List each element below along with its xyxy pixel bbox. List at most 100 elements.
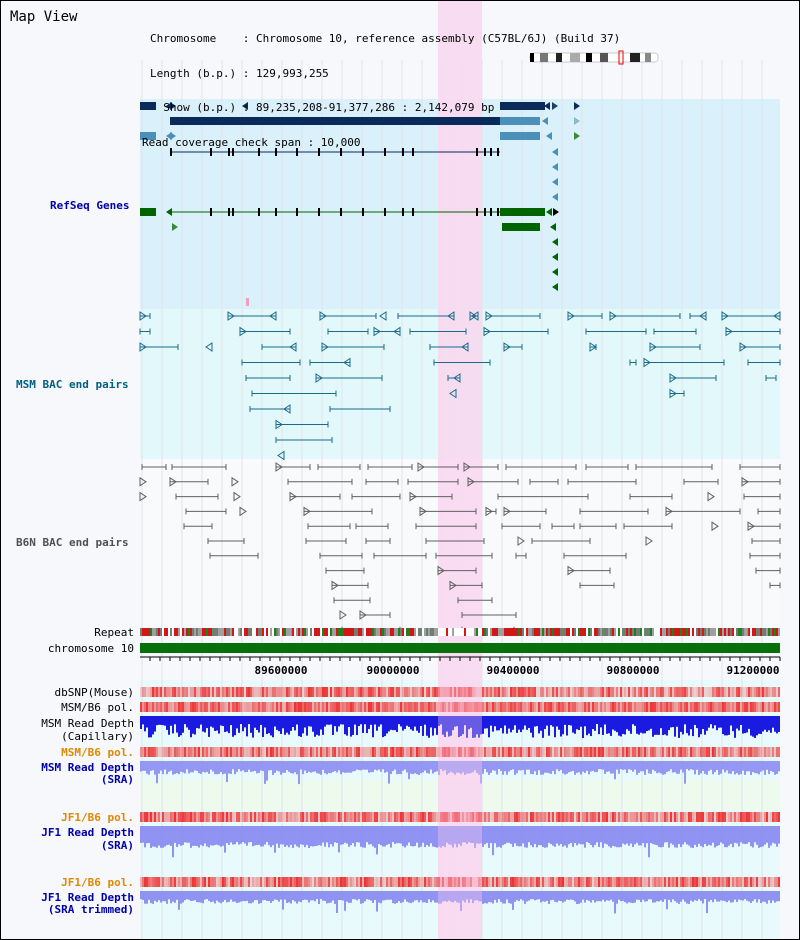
msm-depth-capillary-bar: [478, 716, 480, 738]
msm-pol-bar: [224, 702, 226, 712]
jf1-depth-bar: [768, 826, 770, 848]
jf1-pol2-bar: [708, 877, 710, 887]
msm-depth-sra-bar: [480, 761, 482, 784]
jf1-depth-bar: [560, 826, 562, 845]
jf1-pol-bar: [256, 812, 258, 822]
track-label-msm-pol-2[interactable]: MSM/B6 pol.: [61, 746, 134, 759]
jf1-pol-bar: [670, 812, 672, 822]
msm-depth-capillary-bar: [746, 716, 748, 733]
msm-depth-capillary-bar: [482, 716, 484, 734]
bac-end-marker: [463, 462, 471, 472]
jf1-pol-bar: [430, 812, 432, 822]
repeat-element: [522, 628, 524, 636]
track-label-b6n-bac[interactable]: B6N BAC end pairs: [16, 536, 129, 549]
repeat-element: [624, 628, 626, 636]
msm-pol-bar: [562, 702, 564, 712]
jf1-depth-trimmed-bar: [630, 891, 632, 903]
jf1-depth-bar: [426, 826, 428, 845]
dbsnp-bar: [280, 687, 282, 697]
msm-pol-bar: [280, 702, 282, 712]
msm-pol-bar: [300, 702, 302, 712]
jf1-depth-bar: [298, 826, 300, 848]
track-label-repeat[interactable]: Repeat: [94, 626, 134, 639]
bac-end-marker: [669, 388, 677, 399]
track-label-refseq[interactable]: RefSeq Genes: [50, 199, 130, 212]
jf1-pol2-bar: [744, 877, 746, 887]
jf1-pol2-bar: [736, 877, 738, 887]
msm-pol-bar: [500, 702, 502, 712]
dbsnp-bar: [344, 687, 346, 697]
dbsnp-bar: [452, 687, 454, 697]
bac-end-marker: [289, 491, 297, 502]
jf1-pol-bar: [778, 812, 780, 822]
jf1-depth-bar: [194, 826, 196, 846]
msm-depth-capillary-bar: [396, 716, 398, 732]
msm-depth-sra-bar: [588, 761, 590, 775]
chromosome-info: Chromosome : Chromosome 10, reference as…: [150, 32, 621, 45]
repeat-element: [514, 628, 516, 636]
track-label-jf1-pol[interactable]: JF1/B6 pol.: [61, 811, 134, 824]
jf1-pol2-bar: [170, 877, 172, 887]
jf1-pol-bar: [626, 812, 628, 822]
track-label-msm-depth-sra[interactable]: MSM Read Depth: [41, 761, 134, 774]
track-label-dbsnp[interactable]: dbSNP(Mouse): [54, 686, 134, 699]
msm-pol2-bar: [494, 747, 496, 757]
track-label-jf1-depth-trimmed[interactable]: JF1 Read Depth: [41, 891, 134, 904]
jf1-depth-trimmed-bar: [492, 891, 494, 904]
jf1-pol2-bar: [418, 877, 420, 887]
msm-pol2-bar: [194, 747, 196, 757]
jf1-depth-trimmed-bar: [386, 891, 388, 900]
msm-pol2-bar: [484, 747, 486, 757]
jf1-depth-trimmed-bar: [302, 891, 304, 901]
track-label-msm-pol[interactable]: MSM/B6 pol.: [61, 701, 134, 714]
repeat-element: [320, 628, 322, 636]
jf1-pol2-bar: [684, 877, 686, 887]
msm-pol2-bar: [394, 747, 396, 757]
jf1-depth-trimmed-bar: [158, 891, 160, 901]
msm-pol-bar: [350, 702, 352, 712]
dbsnp-bar: [492, 687, 494, 697]
msm-pol-bar: [560, 702, 562, 712]
track-label-msm-bac[interactable]: MSM BAC end pairs: [16, 378, 129, 391]
dbsnp-bar: [498, 687, 500, 697]
repeat-element: [536, 628, 538, 636]
track-label-jf1-depth[interactable]: JF1 Read Depth: [41, 826, 134, 839]
jf1-depth-trimmed-bar: [374, 891, 376, 901]
jf1-depth-trimmed-bar: [702, 891, 704, 904]
track-label-msm-depth-capillary[interactable]: MSM Read Depth: [41, 717, 134, 730]
repeat-element: [508, 628, 510, 636]
msm-pol-bar: [214, 702, 216, 712]
jf1-depth-bar: [754, 826, 756, 843]
msm-depth-sra-bar: [536, 761, 538, 775]
msm-depth-capillary-bar: [248, 716, 250, 725]
jf1-depth-bar: [482, 826, 484, 847]
jf1-pol2-bar: [462, 877, 464, 887]
msm-depth-sra-bar: [752, 761, 754, 773]
msm-depth-capillary-bar: [176, 716, 178, 733]
jf1-depth-bar: [478, 826, 480, 844]
dbsnp-bar: [288, 687, 290, 697]
jf1-pol-bar: [316, 812, 318, 822]
jf1-depth-bar: [400, 826, 402, 844]
bac-end-marker: [227, 311, 235, 321]
msm-depth-capillary-bar: [340, 716, 342, 725]
track-label-chromosome[interactable]: chromosome 10: [47, 642, 134, 655]
dbsnp-bar: [396, 687, 398, 697]
jf1-pol-bar: [240, 812, 242, 822]
msm-pol-bar: [692, 702, 694, 712]
jf1-depth-bar: [422, 826, 424, 843]
track-label-jf1-pol-2[interactable]: JF1/B6 pol.: [61, 876, 134, 889]
msm-depth-capillary-bar: [504, 716, 506, 726]
jf1-depth-trimmed-bar: [640, 891, 642, 903]
msm-depth-capillary-bar: [384, 716, 386, 737]
dbsnp-bar: [584, 687, 586, 697]
repeat-element: [606, 628, 608, 636]
jf1-pol-bar: [598, 812, 600, 822]
jf1-depth-trimmed-bar: [310, 891, 312, 901]
jf1-pol2-bar: [436, 877, 438, 887]
jf1-pol2-bar: [516, 877, 518, 887]
msm-pol2-bar: [366, 747, 368, 757]
msm-pol-bar: [636, 702, 638, 712]
jf1-depth-bar: [224, 826, 226, 853]
